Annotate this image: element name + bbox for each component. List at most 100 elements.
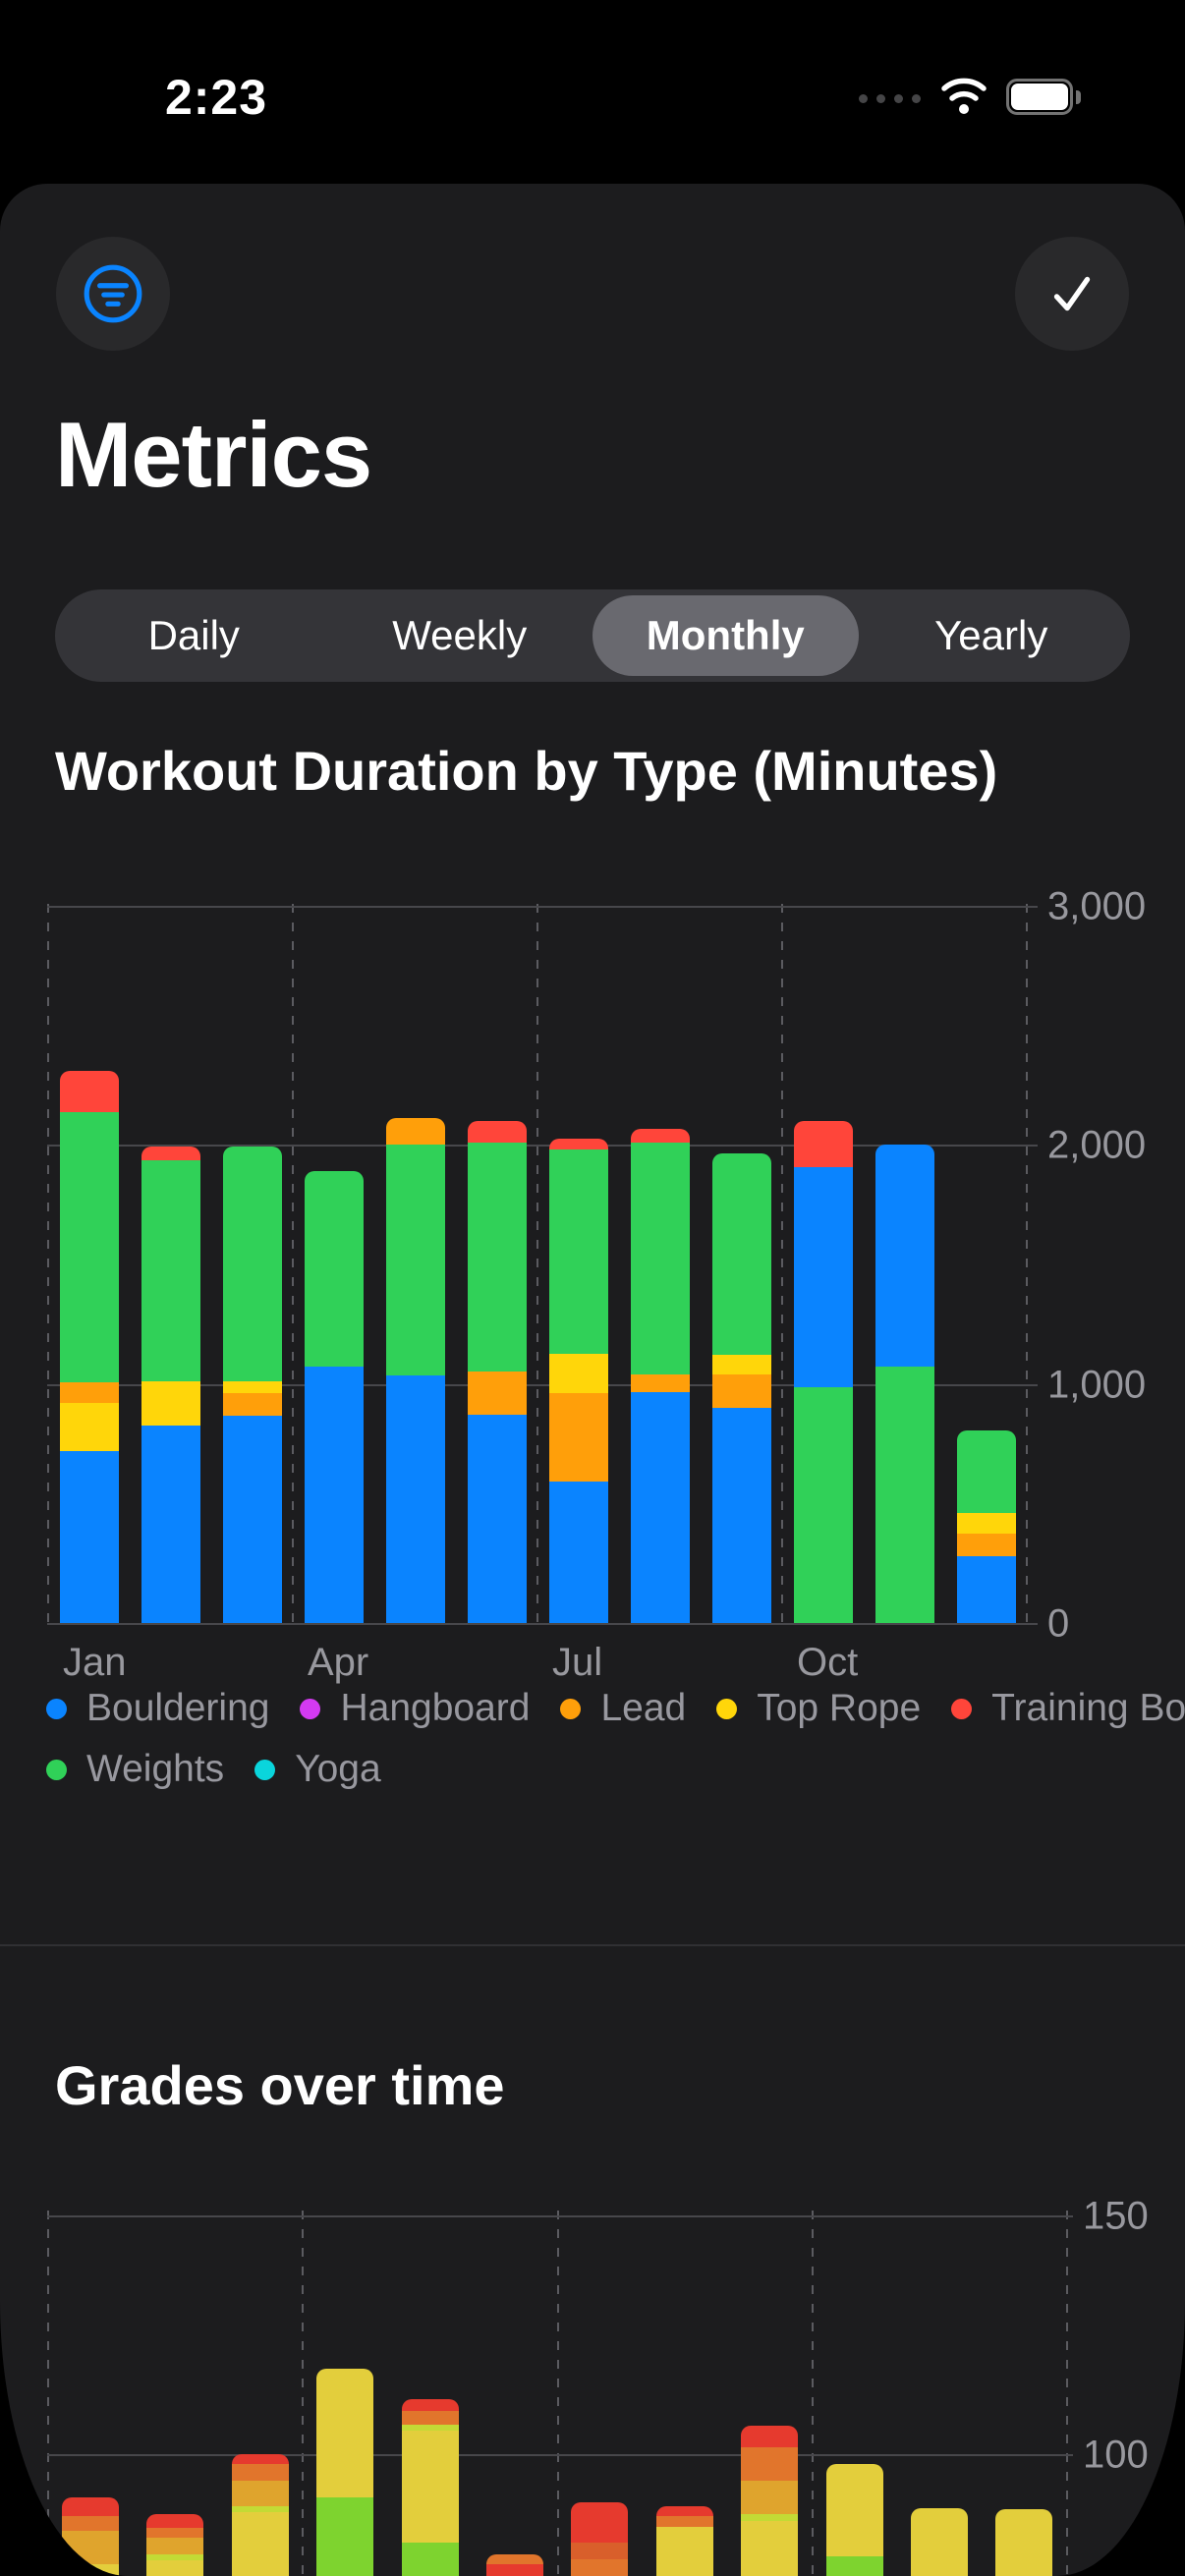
duration-chart: 0 1,000 2,000 3,000 Jan Apr Jul Oct: [0, 884, 1185, 1684]
gridline-vertical: [47, 2211, 49, 2576]
cellular-signal-icon: [859, 94, 921, 103]
grade-bar-segment: [401, 2399, 459, 2412]
y-axis-tick-label: 100: [1083, 2433, 1149, 2477]
bar-segment-lead: [386, 1118, 445, 1145]
grade-bar-segment: [231, 2454, 289, 2464]
bar-segment-lead: [60, 1382, 119, 1403]
bar-segment-weights: [60, 1112, 119, 1383]
grade-bar-segment: [62, 2496, 119, 2517]
bar-segment-bouldering: [794, 1167, 853, 1388]
bar-segment-top_rope: [141, 1381, 200, 1427]
metrics-scroll-card[interactable]: Metrics Daily Weekly Monthly Yearly Work…: [0, 184, 1185, 2576]
page-title: Metrics: [55, 403, 372, 506]
y-axis-tick-label: 0: [1047, 1601, 1070, 1646]
bar-segment-training_board: [60, 1070, 119, 1113]
legend-label: Yoga: [295, 1748, 381, 1790]
x-axis-month-label: Jan: [63, 1641, 127, 1684]
legend-label: Top Rope: [757, 1687, 922, 1729]
tab-monthly[interactable]: Monthly: [592, 595, 859, 676]
gridline-horizontal: [47, 905, 1038, 908]
y-axis-tick-label: 150: [1083, 2194, 1149, 2238]
lead-color-dot: [560, 1698, 582, 1719]
filter-button[interactable]: [56, 237, 170, 351]
gridline-vertical: [47, 904, 49, 1625]
bar-segment-top_rope: [712, 1355, 771, 1374]
x-axis-month-label: Apr: [308, 1641, 369, 1684]
grade-bar-segment: [146, 2538, 204, 2555]
bar-segment-lead: [712, 1373, 771, 1408]
legend-item-hangboard: Hangboard: [300, 1687, 530, 1730]
grade-bar-segment: [741, 2480, 799, 2514]
bar-segment-weights: [223, 1147, 282, 1382]
hangboard-color-dot: [300, 1698, 321, 1719]
bar-segment-bouldering: [141, 1426, 200, 1623]
training_board-color-dot: [951, 1698, 973, 1719]
bar-segment-weights: [794, 1387, 853, 1623]
bar-segment-weights: [386, 1145, 445, 1375]
bar-segment-lead: [223, 1393, 282, 1417]
bar-segment-bouldering: [468, 1415, 527, 1623]
grade-bar-segment: [62, 2516, 119, 2531]
bar-segment-weights: [305, 1170, 364, 1368]
grades-chart-title: Grades over time: [55, 2054, 505, 2116]
yoga-color-dot: [254, 1759, 276, 1780]
gridline-horizontal: [47, 1145, 1038, 1147]
duration-chart-title: Workout Duration by Type (Minutes): [55, 740, 998, 802]
legend-item-weights: Weights: [46, 1748, 224, 1791]
gridline-horizontal: [47, 1383, 1038, 1386]
grade-bar-segment: [401, 2542, 459, 2576]
grade-bar-segment: [401, 2430, 459, 2543]
grade-bar-segment: [571, 2558, 629, 2576]
weights-color-dot: [46, 1759, 67, 1780]
filter-lines-circle-icon: [84, 264, 142, 323]
grade-bar-segment: [231, 2506, 289, 2513]
grade-bar-segment: [401, 2411, 459, 2425]
bar-segment-weights: [957, 1429, 1016, 1513]
legend-label: Bouldering: [86, 1687, 270, 1729]
y-axis-tick-label: 2,000: [1047, 1123, 1147, 1167]
legend-label: Weights: [86, 1748, 225, 1790]
grade-bar-segment: [741, 2446, 799, 2481]
x-axis-month-label: Oct: [797, 1641, 859, 1684]
bar-segment-weights: [712, 1152, 771, 1356]
bar-segment-bouldering: [712, 1407, 771, 1623]
bar-segment-bouldering: [386, 1374, 445, 1623]
bar-segment-bouldering: [957, 1555, 1016, 1623]
y-axis-tick-label: 1,000: [1047, 1363, 1147, 1406]
section-divider: [0, 1944, 1185, 1946]
bar-segment-top_rope: [60, 1402, 119, 1451]
status-time: 2:23: [164, 70, 268, 125]
grade-bar-segment: [231, 2463, 289, 2481]
grade-bar-segment: [401, 2424, 459, 2431]
bar-segment-weights: [631, 1142, 690, 1374]
grade-bar-segment: [316, 2368, 374, 2497]
bar-segment-bouldering: [305, 1367, 364, 1623]
grade-bar-segment: [825, 2556, 883, 2576]
bar-segment-training_board: [468, 1120, 527, 1143]
bar-segment-weights: [141, 1159, 200, 1382]
grade-bar-segment: [486, 2563, 543, 2576]
chart-legend: Bouldering Hangboard Lead Top Rope Training …: [46, 1687, 1185, 1811]
bar-segment-top_rope: [957, 1512, 1016, 1534]
legend-item-top_rope: Top Rope: [716, 1687, 921, 1730]
bar-segment-lead: [468, 1372, 527, 1416]
wifi-icon: [937, 75, 990, 121]
tab-daily[interactable]: Daily: [147, 612, 240, 658]
bar-segment-bouldering: [875, 1145, 934, 1368]
tab-yearly[interactable]: Yearly: [934, 612, 1048, 658]
grade-bar-segment: [741, 2521, 799, 2576]
gridline-vertical: [557, 2211, 559, 2576]
grade-bar-segment: [146, 2554, 204, 2560]
battery-icon: [1006, 79, 1073, 115]
top_rope-color-dot: [716, 1698, 738, 1719]
tab-weekly[interactable]: Weekly: [392, 612, 528, 658]
bar-segment-training_board: [631, 1129, 690, 1143]
bar-segment-top_rope: [223, 1381, 282, 1394]
grade-bar-segment: [62, 2563, 119, 2576]
done-button[interactable]: [1015, 237, 1129, 351]
bar-segment-bouldering: [60, 1450, 119, 1623]
grades-chart: 150 100: [0, 2191, 1185, 2576]
gridline-vertical: [536, 904, 538, 1625]
grade-bar-segment: [655, 2516, 713, 2528]
gridline-vertical: [292, 904, 294, 1625]
